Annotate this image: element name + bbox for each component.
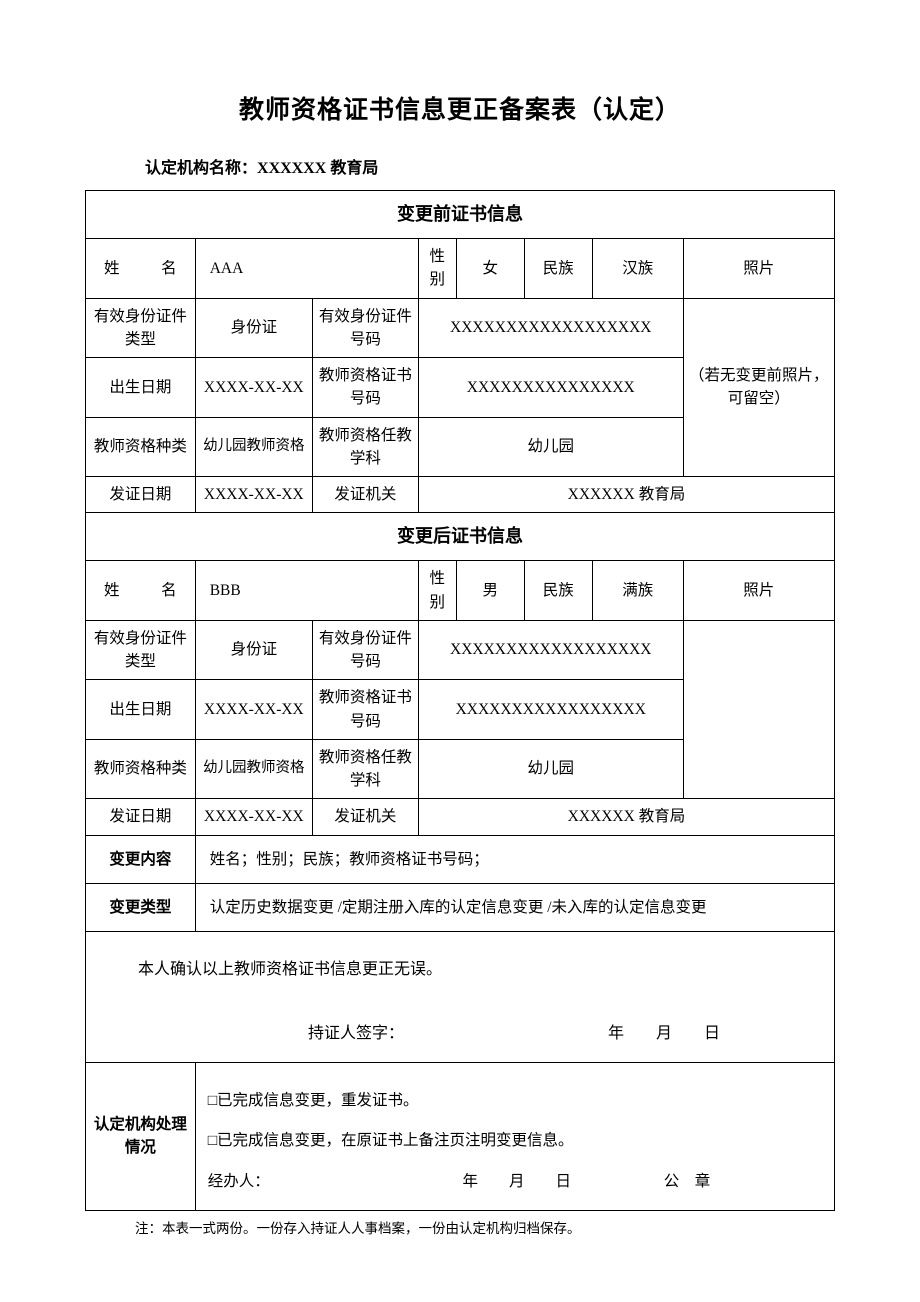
after-certtype: 幼儿园教师资格 — [195, 739, 312, 799]
label-issueorg-after: 发证机关 — [312, 799, 418, 835]
label-idtype: 有效身份证件类型 — [86, 298, 196, 358]
after-idnum: XXXXXXXXXXXXXXXXXX — [418, 620, 683, 680]
after-gender: 男 — [456, 561, 524, 621]
label-photo-after: 照片 — [683, 561, 834, 621]
sign-line: 持证人签字： 年 月 日 — [138, 1022, 804, 1046]
before-certtype: 幼儿园教师资格 — [195, 417, 312, 477]
form-table: 变更前证书信息 姓 名 AAA 性别 女 民族 汉族 照片 有效身份证件类型 身… — [85, 190, 835, 1211]
sign-date: 年 月 日 — [608, 1022, 720, 1046]
footnote: 注：本表一式两份。一份存入持证人人事档案，一份由认定机构归档保存。 — [135, 1217, 835, 1237]
handling-opt1: □已完成信息变更，重发证书。 — [208, 1081, 822, 1121]
label-issuedate: 发证日期 — [86, 477, 196, 513]
label-certtype-after: 教师资格种类 — [86, 739, 196, 799]
after-issuedate: XXXX-XX-XX — [195, 799, 312, 835]
handling-line3: 经办人： 年 月 日 公 章 — [208, 1162, 822, 1202]
after-name: BBB — [195, 561, 418, 621]
label-handling: 认定机构处理情况 — [86, 1063, 196, 1211]
label-gender-after: 性别 — [418, 561, 456, 621]
after-header: 变更后证书信息 — [86, 513, 835, 561]
label-certnum-after: 教师资格证书号码 — [312, 680, 418, 740]
label-change-content: 变更内容 — [86, 835, 196, 883]
label-idtype-after: 有效身份证件类型 — [86, 620, 196, 680]
label-name-after: 姓 名 — [86, 561, 196, 621]
label-gender: 性别 — [418, 239, 456, 299]
label-name: 姓 名 — [86, 239, 196, 299]
sign-label: 持证人签字： — [308, 1022, 404, 1046]
after-photo-area — [683, 620, 834, 799]
handling-opt2: □已完成信息变更，在原证书上备注页注明变更信息。 — [208, 1121, 822, 1161]
handling-handler: 经办人： — [208, 1173, 270, 1190]
label-photo: 照片 — [683, 239, 834, 299]
confirmation-cell: 本人确认以上教师资格证书信息更正无误。 持证人签字： 年 月 日 — [86, 932, 835, 1063]
after-issueorg: XXXXXX 教育局 — [418, 799, 834, 835]
label-birth: 出生日期 — [86, 358, 196, 418]
label-birth-after: 出生日期 — [86, 680, 196, 740]
after-ethnicity: 满族 — [592, 561, 683, 621]
org-label: 认定机构名称： — [145, 160, 257, 177]
before-photo-note: （若无变更前照片，可留空） — [683, 298, 834, 477]
after-birth: XXXX-XX-XX — [195, 680, 312, 740]
org-name: XXXXXX 教育局 — [257, 160, 378, 177]
before-ethnicity: 汉族 — [592, 239, 683, 299]
label-issueorg: 发证机关 — [312, 477, 418, 513]
label-subject: 教师资格任教学科 — [312, 417, 418, 477]
handling-seal: 公 章 — [664, 1173, 711, 1190]
before-idnum: XXXXXXXXXXXXXXXXXX — [418, 298, 683, 358]
before-subject: 幼儿园 — [418, 417, 683, 477]
label-certnum: 教师资格证书号码 — [312, 358, 418, 418]
before-issueorg: XXXXXX 教育局 — [418, 477, 834, 513]
handling-date: 年 月 日 — [462, 1173, 571, 1190]
before-name: AAA — [195, 239, 418, 299]
before-certnum: XXXXXXXXXXXXXXX — [418, 358, 683, 418]
label-certtype: 教师资格种类 — [86, 417, 196, 477]
change-content: 姓名；性别；民族；教师资格证书号码； — [195, 835, 834, 883]
before-issuedate: XXXX-XX-XX — [195, 477, 312, 513]
label-subject-after: 教师资格任教学科 — [312, 739, 418, 799]
label-ethnicity-after: 民族 — [524, 561, 592, 621]
page-title: 教师资格证书信息更正备案表（认定） — [85, 90, 835, 126]
before-idtype: 身份证 — [195, 298, 312, 358]
before-gender: 女 — [456, 239, 524, 299]
before-header: 变更前证书信息 — [86, 191, 835, 239]
org-line: 认定机构名称：XXXXXX 教育局 — [145, 154, 835, 178]
label-idnum-after: 有效身份证件号码 — [312, 620, 418, 680]
label-idnum: 有效身份证件号码 — [312, 298, 418, 358]
label-change-type: 变更类型 — [86, 883, 196, 931]
after-certnum: XXXXXXXXXXXXXXXXX — [418, 680, 683, 740]
before-birth: XXXX-XX-XX — [195, 358, 312, 418]
change-type: 认定历史数据变更 /定期注册入库的认定信息变更 /未入库的认定信息变更 — [195, 883, 834, 931]
after-idtype: 身份证 — [195, 620, 312, 680]
after-subject: 幼儿园 — [418, 739, 683, 799]
handling-cell: □已完成信息变更，重发证书。 □已完成信息变更，在原证书上备注页注明变更信息。 … — [195, 1063, 834, 1211]
label-ethnicity: 民族 — [524, 239, 592, 299]
confirm-text: 本人确认以上教师资格证书信息更正无误。 — [138, 958, 804, 982]
label-issuedate-after: 发证日期 — [86, 799, 196, 835]
